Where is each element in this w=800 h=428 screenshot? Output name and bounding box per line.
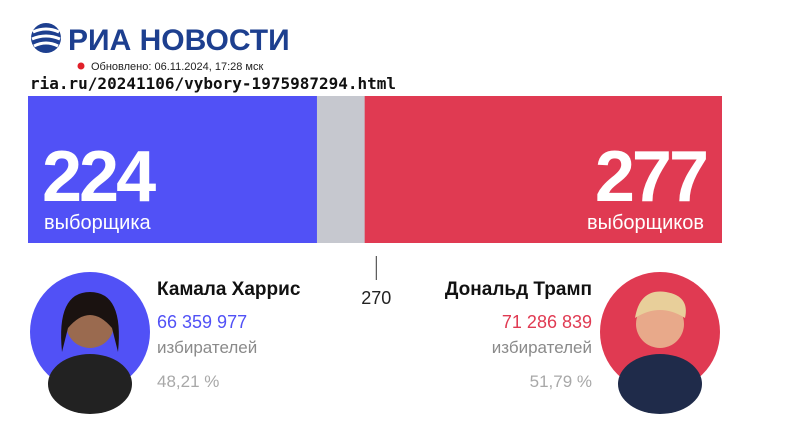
photo-hair: [61, 292, 119, 352]
threshold-label: 270: [361, 288, 391, 308]
votes-unit: избирателей: [157, 338, 257, 357]
photo-face: [636, 300, 684, 348]
url: ria.ru/20241106/vybory-1975987294.html: [30, 74, 396, 93]
bar: [364, 96, 722, 243]
electors-count: 277: [595, 137, 706, 217]
electors-unit: выборщиков: [587, 212, 704, 234]
photo-figure: [618, 354, 702, 414]
candidate-name: Дональд Трамп: [445, 279, 592, 300]
vote-share: 48,21 %: [157, 372, 219, 391]
votes-unit: избирателей: [492, 338, 592, 357]
logo-icon: [31, 23, 61, 53]
logo-text: РИА НОВОСТИ: [68, 24, 290, 57]
photo-figure: [48, 354, 132, 414]
photo-hair: [635, 291, 686, 318]
popular-votes: 71 286 839: [502, 312, 592, 332]
candidate-name: Камала Харрис: [157, 279, 301, 300]
bar: [28, 96, 317, 243]
electors-count: 224: [42, 137, 156, 217]
electors-unit: выборщика: [44, 212, 152, 234]
vote-share: 51,79 %: [530, 372, 592, 391]
updated-time: Обновлено: 06.11.2024, 17:28 мск: [91, 61, 263, 73]
popular-votes: 66 359 977: [157, 312, 247, 332]
live-dot: [77, 62, 85, 70]
